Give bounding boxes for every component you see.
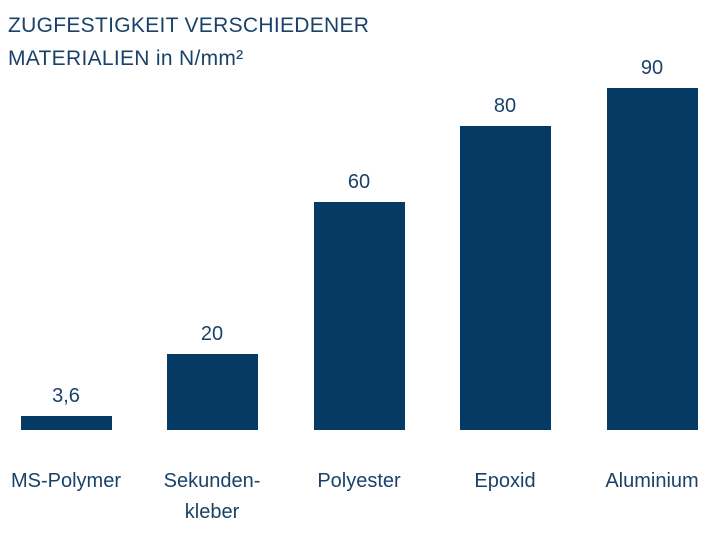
chart-title: ZUGFESTIGKEIT VERSCHIEDENER MATERIALIEN … bbox=[8, 9, 369, 75]
chart-title-line2: MATERIALIEN in N/mm² bbox=[8, 47, 244, 70]
bar-4 bbox=[606, 88, 698, 430]
chart-title-line1: ZUGFESTIGKEIT VERSCHIEDENER bbox=[8, 14, 370, 37]
bar-3 bbox=[459, 126, 551, 430]
bar-1 bbox=[166, 354, 258, 430]
category-label-3: Epoxid bbox=[474, 470, 536, 492]
bar-value-label-3: 80 bbox=[493, 95, 517, 117]
category-label-1: Sekunden- kleber bbox=[163, 470, 261, 523]
category-label-0: MS-Polymer bbox=[10, 470, 121, 492]
bar-value-label-4: 90 bbox=[640, 57, 664, 79]
category-label-4: Aluminium bbox=[605, 470, 699, 492]
category-label-2: Polyester bbox=[317, 470, 401, 492]
bar-2 bbox=[313, 202, 405, 430]
bar-value-label-2: 60 bbox=[347, 171, 371, 193]
bar-value-label-0: 3,6 bbox=[52, 385, 80, 407]
bar-value-label-1: 20 bbox=[200, 323, 224, 345]
bar-0 bbox=[20, 416, 112, 430]
